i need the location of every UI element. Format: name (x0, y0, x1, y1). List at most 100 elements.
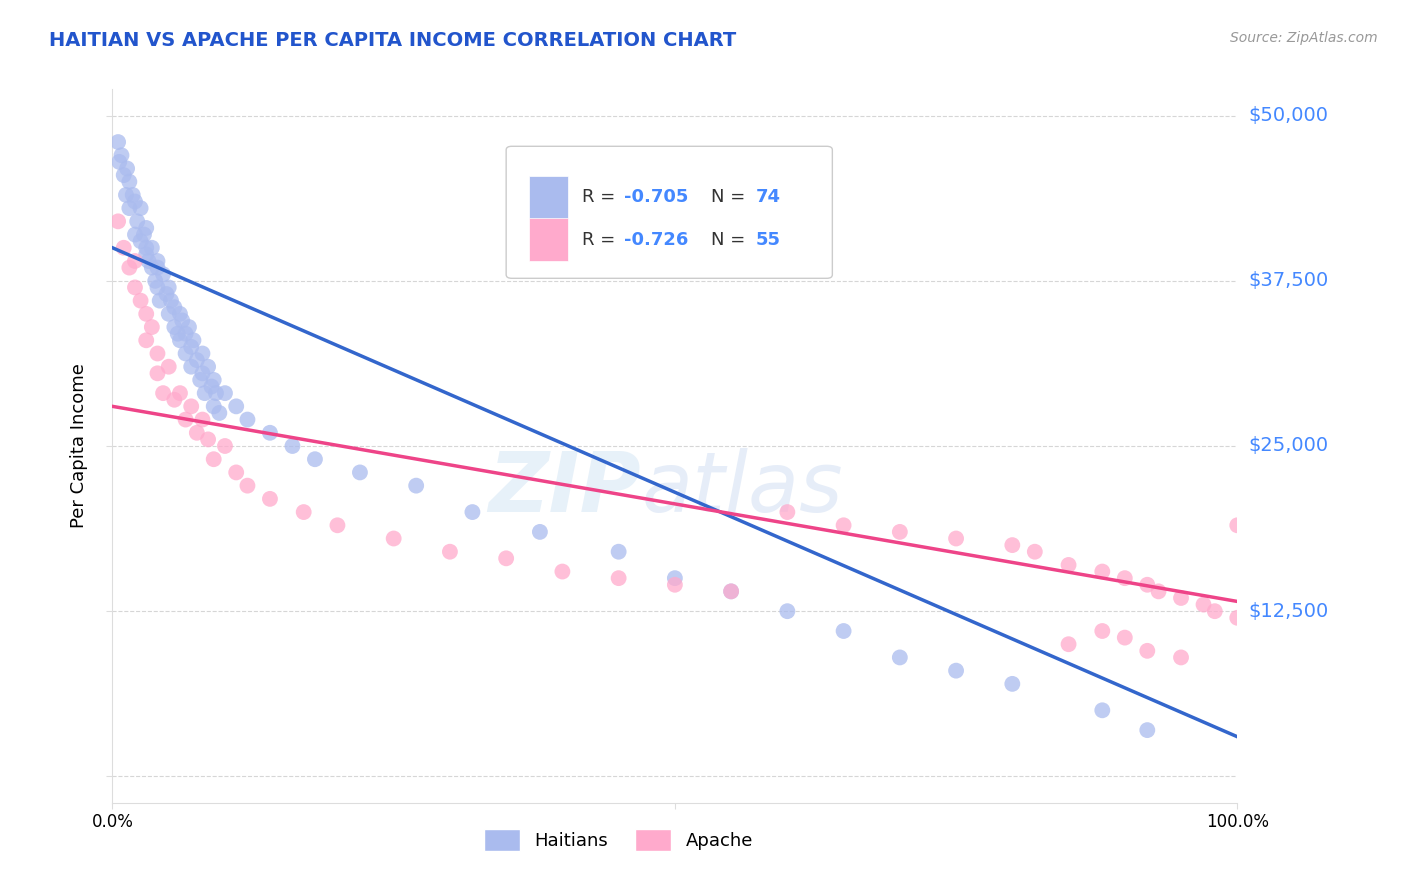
Point (135, 247, 157, 261)
Point (163, 392, 186, 407)
Text: R =: R = (582, 231, 620, 249)
Point (259, 491, 281, 506)
Point (1147, 584, 1170, 599)
Point (160, 293, 183, 308)
Point (292, 505, 315, 519)
Text: -0.726: -0.726 (624, 231, 689, 249)
Point (1136, 644, 1159, 658)
Point (118, 260, 141, 275)
Point (124, 254, 146, 268)
Point (202, 400, 225, 414)
Point (720, 584, 742, 599)
Point (112, 168, 135, 182)
Point (214, 386, 236, 401)
Point (225, 400, 247, 414)
Point (1057, 558, 1080, 572)
Point (304, 452, 326, 467)
Point (1024, 545, 1046, 559)
Point (205, 386, 228, 401)
Point (720, 584, 742, 599)
Point (202, 373, 225, 387)
Point (1226, 611, 1249, 625)
Point (141, 260, 163, 275)
Text: ZIP: ZIP (488, 449, 641, 529)
Point (174, 326, 197, 341)
Text: 74: 74 (756, 188, 780, 206)
Text: N =: N = (711, 188, 751, 206)
Point (1114, 631, 1136, 645)
Point (495, 551, 517, 566)
Point (461, 505, 484, 519)
Point (1170, 650, 1192, 665)
Point (191, 367, 214, 381)
Point (1001, 677, 1024, 691)
Point (191, 346, 214, 360)
Point (174, 346, 197, 360)
Point (107, 135, 129, 149)
Point (157, 359, 180, 374)
Point (186, 353, 208, 368)
Point (129, 234, 152, 248)
Point (1091, 624, 1114, 638)
Point (1057, 637, 1080, 651)
Text: $50,000: $50,000 (1249, 106, 1329, 125)
Point (124, 227, 146, 242)
Point (143, 274, 166, 288)
Point (776, 604, 799, 618)
Point (1001, 538, 1024, 552)
Point (152, 267, 174, 281)
Point (135, 241, 157, 255)
Point (194, 386, 217, 401)
Point (1091, 565, 1114, 579)
Point (1136, 723, 1159, 738)
Point (146, 346, 169, 360)
Point (163, 300, 186, 314)
Point (180, 400, 202, 414)
FancyBboxPatch shape (529, 219, 568, 261)
Point (1170, 591, 1192, 605)
Text: N =: N = (711, 231, 751, 249)
Point (202, 452, 225, 467)
Point (776, 505, 799, 519)
Point (172, 313, 194, 327)
Point (225, 466, 247, 480)
Point (129, 201, 152, 215)
Point (177, 320, 200, 334)
Point (439, 545, 461, 559)
Point (112, 241, 135, 255)
FancyBboxPatch shape (506, 146, 832, 278)
Point (174, 412, 197, 426)
Point (107, 214, 129, 228)
Point (832, 624, 855, 638)
Point (149, 293, 172, 308)
Point (115, 161, 138, 176)
Point (169, 307, 191, 321)
Point (405, 478, 427, 492)
Point (382, 532, 405, 546)
Point (157, 307, 180, 321)
Point (132, 227, 155, 242)
Point (1226, 518, 1249, 533)
Point (108, 154, 131, 169)
Text: $12,500: $12,500 (1249, 602, 1329, 621)
Point (118, 175, 141, 189)
Point (163, 320, 186, 334)
Point (259, 425, 281, 440)
Point (281, 439, 304, 453)
Point (200, 379, 222, 393)
Point (664, 571, 686, 585)
Point (138, 254, 160, 268)
Point (607, 571, 630, 585)
Point (349, 466, 371, 480)
Point (169, 333, 191, 347)
Point (945, 532, 967, 546)
Point (146, 280, 169, 294)
FancyBboxPatch shape (529, 176, 568, 219)
Point (197, 433, 219, 447)
Point (889, 524, 911, 539)
Point (1091, 703, 1114, 717)
Point (124, 194, 146, 209)
Point (155, 287, 177, 301)
Point (945, 664, 967, 678)
Text: -0.705: -0.705 (624, 188, 689, 206)
